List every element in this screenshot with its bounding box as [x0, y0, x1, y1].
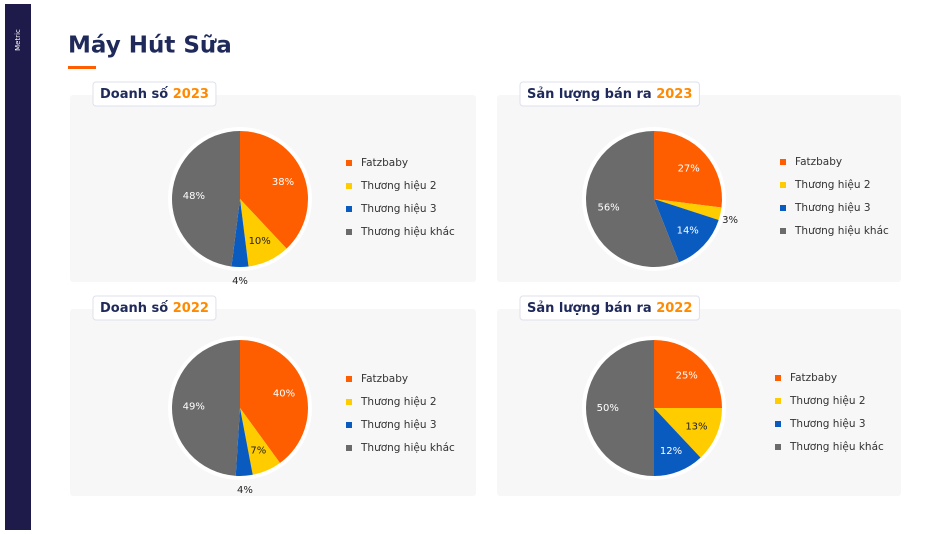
slice-label: 13% [685, 421, 707, 432]
title-badge [92, 81, 217, 107]
legend-label: Thương hiệu 2 [360, 396, 437, 408]
legend-label: Fatzbaby [795, 156, 842, 168]
pie-slice [171, 340, 240, 476]
legend-swatch [346, 422, 352, 428]
slice-label: 38% [272, 177, 294, 188]
chart-title: Doanh số 2023 [100, 87, 209, 102]
legend-swatch [775, 398, 781, 404]
title-badge [519, 81, 700, 107]
slice-label: 50% [597, 403, 619, 414]
legend-swatch [346, 229, 352, 235]
slice-label: 14% [677, 226, 699, 237]
legend-swatch [780, 228, 786, 234]
pie-slice [235, 408, 253, 476]
slice-label: 12% [660, 446, 682, 457]
slice-label: 3% [722, 215, 738, 226]
chart-title-year: 2022 [656, 301, 692, 316]
pie-slice [654, 199, 719, 263]
legend-label: Thương hiệu khác [794, 225, 889, 237]
legend-label: Thương hiệu 3 [360, 203, 437, 215]
page-title: Máy Hút Sữa [68, 33, 232, 59]
legend-swatch [346, 376, 352, 382]
legend-swatch [346, 206, 352, 212]
legend-swatch [780, 205, 786, 211]
legend-label: Fatzbaby [790, 372, 837, 384]
slice-label: 48% [183, 191, 205, 202]
chart-title: Sản lượng bán ra 2023 [527, 87, 692, 102]
legend-label: Thương hiệu khác [789, 441, 884, 453]
chart-title-text: Sản lượng bán ra [527, 87, 652, 102]
pie-slice [654, 408, 701, 476]
legend-label: Thương hiệu 2 [794, 179, 871, 191]
chart-title-text: Doanh số [100, 87, 168, 102]
pie-slice [240, 199, 287, 267]
slice-label: 27% [678, 163, 700, 174]
legend-swatch [775, 421, 781, 427]
slice-label: 49% [183, 402, 205, 413]
legend-label: Thương hiệu 2 [360, 180, 437, 192]
chart-title-text: Sản lượng bán ra [527, 301, 652, 316]
chart-title-year: 2022 [173, 301, 209, 316]
chart-title-text: Doanh số [100, 301, 168, 316]
sidebar [5, 4, 31, 530]
legend-swatch [346, 445, 352, 451]
chart-title: Doanh số 2022 [100, 301, 209, 316]
pie-slice [231, 199, 249, 268]
brand: Metric [14, 29, 22, 51]
legend-swatch [346, 399, 352, 405]
legend-label: Thương hiệu 3 [360, 419, 437, 431]
pie-slice [654, 131, 722, 208]
legend-swatch [780, 182, 786, 188]
legend-swatch [780, 159, 786, 165]
pie-slice [654, 199, 722, 221]
slice-label: 40% [273, 389, 295, 400]
chart-title-year: 2023 [173, 87, 209, 102]
pie-slice [654, 340, 722, 408]
title-badge [519, 295, 700, 321]
slice-label: 25% [676, 370, 698, 381]
slice-label: 7% [250, 445, 266, 456]
pie-slice [240, 340, 309, 464]
legend-label: Thương hiệu 3 [789, 418, 866, 430]
legend-label: Thương hiệu khác [360, 226, 455, 238]
legend-label: Thương hiệu 3 [794, 202, 871, 214]
title-underline [68, 66, 96, 69]
slice-label: 56% [597, 203, 619, 214]
pie-slice [171, 131, 240, 267]
pie-slice [654, 408, 722, 458]
legend-swatch [346, 183, 352, 189]
slice-label: 4% [237, 485, 253, 496]
pie-slice [586, 131, 680, 267]
legend-swatch [775, 375, 781, 381]
legend-label: Fatzbaby [361, 157, 408, 169]
chart-title: Sản lượng bán ra 2022 [527, 301, 692, 316]
legend-swatch [346, 160, 352, 166]
chart-title-year: 2023 [656, 87, 692, 102]
legend-label: Thương hiệu 2 [789, 395, 866, 407]
legend-label: Fatzbaby [361, 373, 408, 385]
slice-label: 4% [232, 276, 248, 287]
pie-slice [240, 131, 308, 249]
pie-slice [240, 408, 280, 475]
pie-slice [586, 340, 654, 476]
legend-label: Thương hiệu khác [360, 442, 455, 454]
slice-label: 10% [249, 236, 271, 247]
legend-swatch [775, 444, 781, 450]
title-badge [92, 295, 217, 321]
